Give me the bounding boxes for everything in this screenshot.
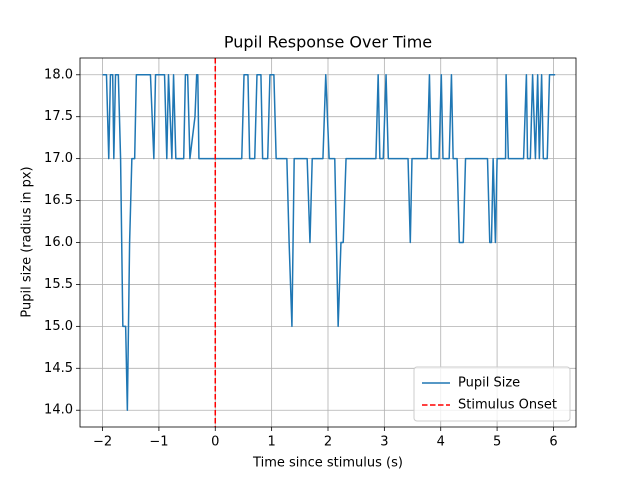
legend-label: Stimulus Onset: [458, 398, 557, 413]
y-tick-label: 15.0: [44, 319, 73, 334]
plot-frame: [79, 57, 577, 428]
x-tick-label: −1: [149, 435, 168, 450]
y-tick-label: 16.0: [44, 235, 73, 250]
x-tick-label: 2: [324, 435, 332, 450]
y-axis-label: Pupil size (radius in px): [20, 166, 35, 317]
x-tick-label: 0: [211, 435, 219, 450]
legend-box: [413, 366, 571, 422]
x-tick-label: 5: [493, 435, 501, 450]
x-tick-label: 3: [380, 435, 388, 450]
y-tick-label: 17.0: [44, 151, 73, 166]
y-tick-label: 16.5: [44, 193, 73, 208]
x-tick-label: −2: [93, 435, 112, 450]
chart-title: Pupil Response Over Time: [224, 33, 432, 52]
y-tick-label: 18.0: [44, 67, 73, 82]
y-tick-label: 17.5: [44, 109, 73, 124]
y-tick-label: 15.5: [44, 277, 73, 292]
y-tick-label: 14.0: [44, 403, 73, 418]
x-tick-label: 4: [437, 435, 445, 450]
data-line: [102, 74, 556, 411]
x-tick-label: 6: [549, 435, 557, 450]
x-axis-label: Time since stimulus (s): [252, 456, 403, 471]
x-tick-label: 1: [267, 435, 275, 450]
legend-label: Pupil Size: [458, 376, 520, 391]
y-tick-label: 14.5: [44, 361, 73, 376]
